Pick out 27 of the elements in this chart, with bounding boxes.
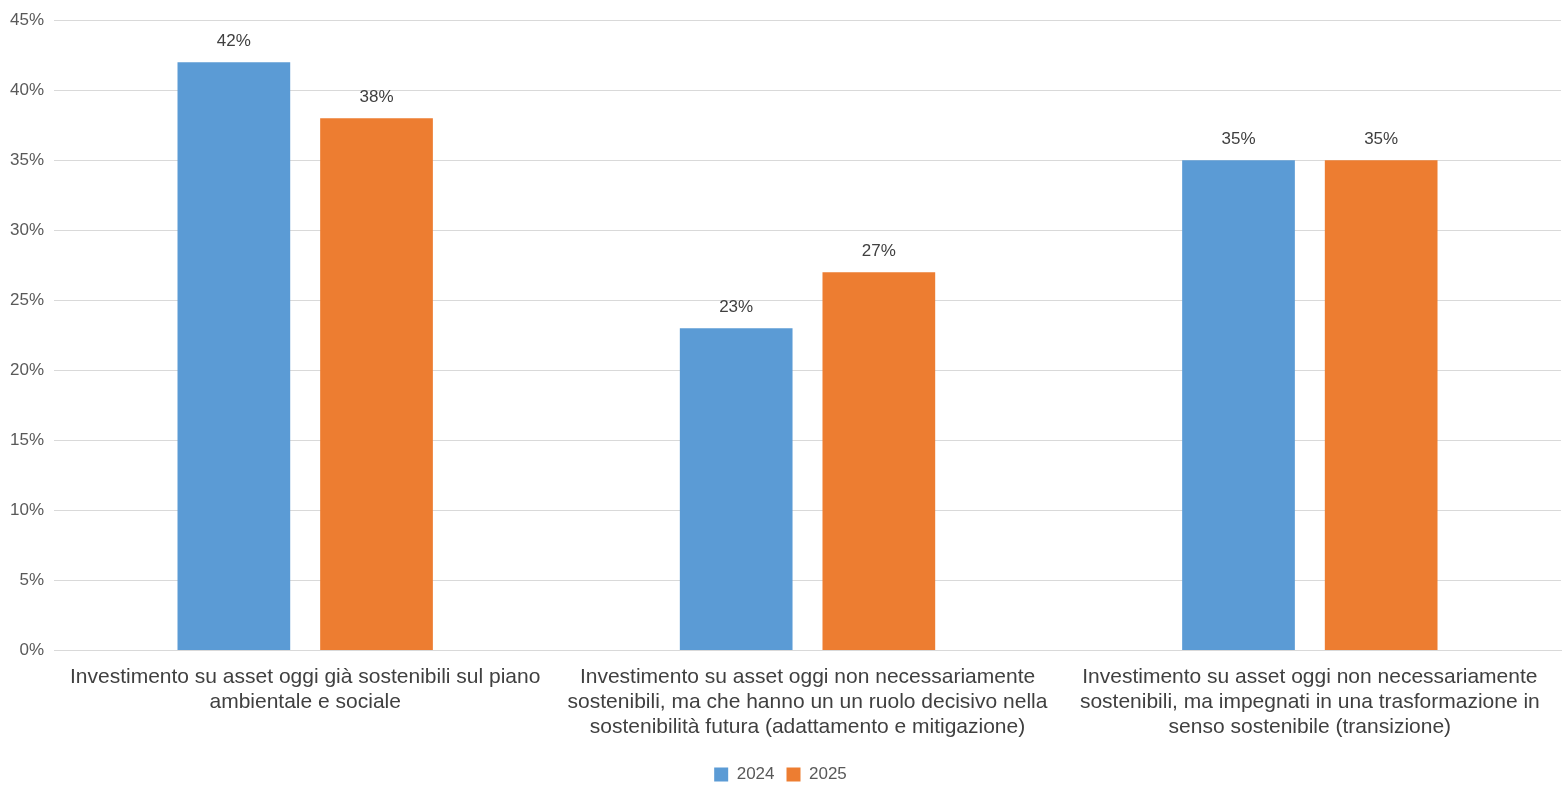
x-tick-label: Investimento su asset oggi già sostenibili sul piano ambientale e sociale [69,663,541,712]
bar [822,272,936,650]
y-tick-label: 0% [19,640,45,660]
y-tick-label: 20% [9,360,45,379]
y-tick-label: 30% [9,219,45,239]
data-label: 23% [719,297,754,317]
bar [320,118,433,650]
bar [679,328,793,650]
y-tick-label: 25% [9,289,45,309]
legend-label: 2025 [809,764,847,784]
bar [1182,160,1295,650]
data-label: 35% [1364,129,1399,149]
x-tick-label: Investimento su asset oggi non necessariamente sostenibili, ma impegnati in una trasformazione in senso sostenibile (transizione) [1079,663,1540,738]
bar [177,62,291,650]
data-label: 42% [216,31,251,51]
y-tick-label: 45% [9,9,45,29]
y-tick-label: 40% [9,79,45,99]
y-tick-label: 15% [9,430,45,450]
y-tick-label: 35% [9,149,45,169]
legend-label: 2024 [736,764,775,784]
data-label: 38% [359,87,394,107]
y-tick-label: 10% [9,500,45,520]
data-label: 27% [861,241,896,261]
data-label: 35% [1221,129,1256,149]
y-tick-label: 5% [19,570,45,590]
bar [1324,160,1438,650]
x-tick-label: Investimento su asset oggi non necessariamente sostenibili, ma che hanno un un ruolo decisivo nella sostenibilità futura (adattamento e mitigazione) [567,663,1048,738]
